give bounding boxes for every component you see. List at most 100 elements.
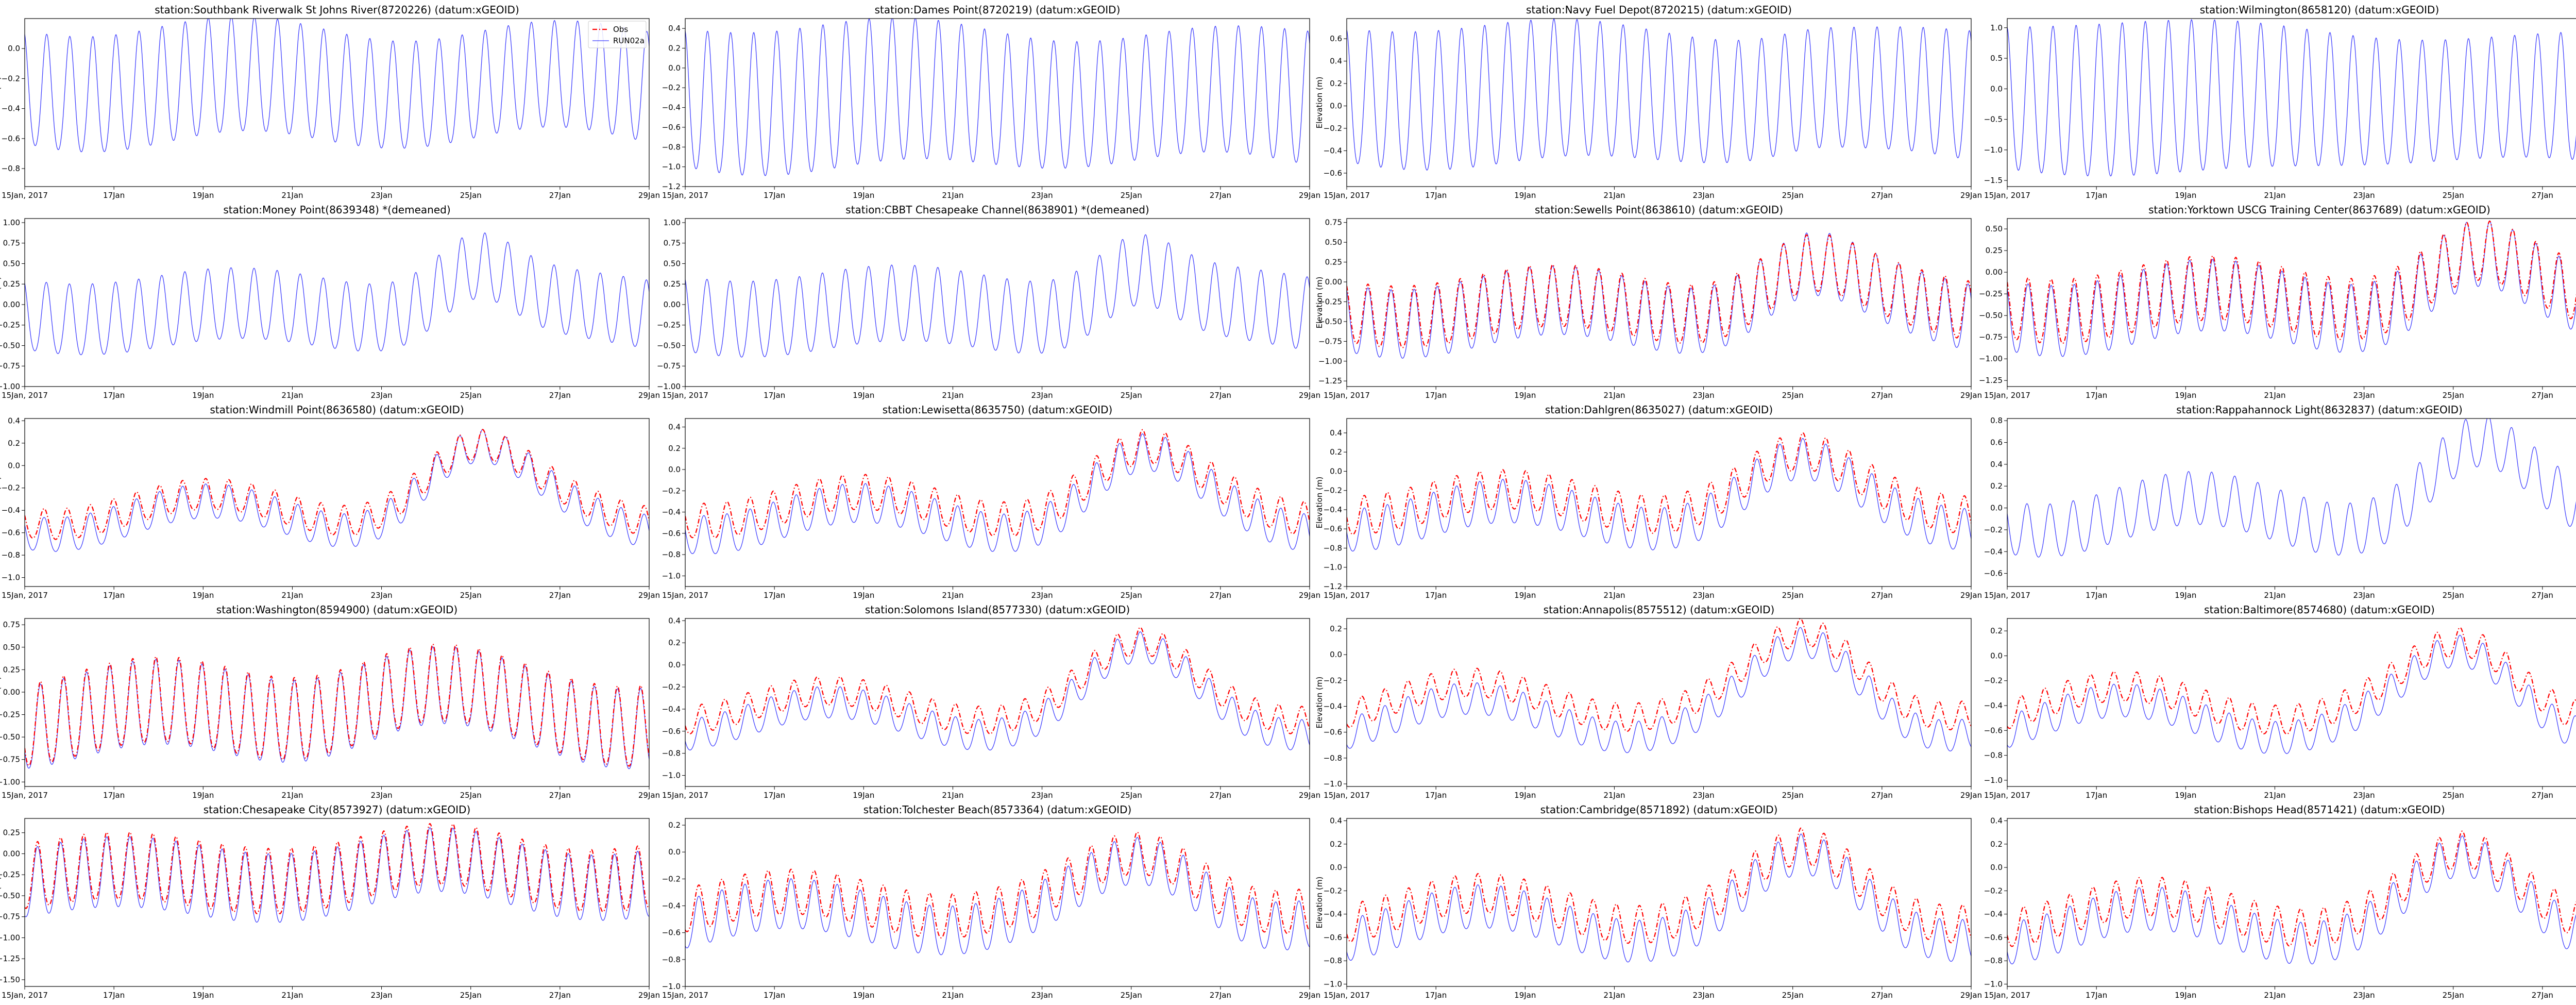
x-tick-label: 23Jan xyxy=(2353,191,2375,200)
y-tick-label: 0.50 xyxy=(664,259,681,268)
y-tick-label: −1.50 xyxy=(0,975,20,984)
plot-frame xyxy=(1346,218,1972,387)
x-tick-label: 21Jan xyxy=(281,391,303,400)
x-tick-label: 29Jan xyxy=(638,391,660,400)
panel-1: station:Southbank Riverwalk St Johns Riv… xyxy=(0,4,660,200)
y-tick-label: −0.6 xyxy=(662,727,681,736)
x-tick-label: 25Jan xyxy=(1121,191,1142,200)
y-tick-label: 0.25 xyxy=(3,279,20,289)
y-tick-label: 0.4 xyxy=(8,416,20,425)
x-tick-label: 29Jan xyxy=(1299,791,1320,800)
series-obs-line xyxy=(1347,432,1971,535)
x-tick-label: 25Jan xyxy=(460,591,482,600)
series-obs-line xyxy=(25,643,649,767)
y-tick-label: 0.2 xyxy=(1330,840,1342,849)
y-tick-label: −1.25 xyxy=(1318,376,1342,386)
x-tick-label: 15Jan, 2017 xyxy=(2,791,48,800)
y-tick-label: 0.25 xyxy=(1986,246,2003,255)
x-tick-label: 21Jan xyxy=(1603,391,1625,400)
y-tick-label: −0.25 xyxy=(0,710,20,719)
panel-12: station:Rappahannock Light(8632837) (dat… xyxy=(1984,404,2576,600)
x-tick-label: 15Jan, 2017 xyxy=(2,391,48,400)
series-obs-line xyxy=(685,627,1310,734)
x-tick-label: 15Jan, 2017 xyxy=(2,191,48,200)
series-model-line xyxy=(2007,220,2576,357)
legend-box xyxy=(588,21,647,48)
y-tick-label: 0.00 xyxy=(1986,267,2003,277)
x-tick-label: 17Jan xyxy=(1425,191,1447,200)
x-tick-label: 21Jan xyxy=(942,391,963,400)
series-model-line xyxy=(25,646,649,769)
x-tick-label: 25Jan xyxy=(2443,991,2464,1000)
y-tick-label: −1.0 xyxy=(662,982,681,991)
plot-frame xyxy=(24,418,650,587)
series-model-line xyxy=(1347,627,1971,753)
x-tick-label: 25Jan xyxy=(1782,191,1804,200)
series-model-line xyxy=(2007,634,2576,754)
y-axis-label: Elevation (m) xyxy=(1315,677,1324,729)
y-tick-label: 0.8 xyxy=(1990,416,2003,425)
x-tick-label: 15Jan, 2017 xyxy=(1984,991,2030,1000)
x-tick-label: 27Jan xyxy=(2532,591,2553,600)
plot-frame xyxy=(2007,818,2576,987)
y-tick-label: −0.2 xyxy=(1984,676,2003,685)
x-tick-label: 25Jan xyxy=(1782,591,1804,600)
y-tick-label: 0.4 xyxy=(1990,816,2003,826)
x-tick-label: 27Jan xyxy=(549,191,571,200)
x-tick-label: 21Jan xyxy=(281,591,303,600)
x-tick-label: 19Jan xyxy=(192,991,214,1000)
x-tick-label: 23Jan xyxy=(1692,791,1714,800)
y-tick-label: 0.4 xyxy=(1330,57,1342,66)
panel-title: station:Tolchester Beach(8573364) (datum… xyxy=(863,803,1132,816)
x-tick-label: 15Jan, 2017 xyxy=(2,991,48,1000)
series-obs-line xyxy=(1347,827,1971,944)
y-tick-label: −0.75 xyxy=(657,361,681,371)
x-tick-label: 19Jan xyxy=(2175,591,2196,600)
y-tick-label: −0.75 xyxy=(0,361,20,371)
x-tick-label: 25Jan xyxy=(460,991,482,1000)
x-tick-label: 19Jan xyxy=(1514,991,1536,1000)
y-tick-label: 0.0 xyxy=(1330,466,1342,476)
y-tick-label: −0.4 xyxy=(1984,701,2003,710)
panel-16: station:Baltimore(8574680) (datum:xGEOID… xyxy=(1984,604,2576,800)
series-obs-line xyxy=(685,831,1310,939)
x-tick-label: 15Jan, 2017 xyxy=(1984,191,2030,200)
series-model-line xyxy=(685,19,1310,176)
series-model-line xyxy=(685,631,1310,750)
x-tick-label: 19Jan xyxy=(1514,391,1536,400)
y-tick-label: 0.25 xyxy=(3,665,20,674)
panel-title: station:Money Point(8639348) *(demeaned) xyxy=(223,204,450,216)
x-tick-label: 23Jan xyxy=(370,191,392,200)
y-tick-label: 0.00 xyxy=(664,300,681,309)
y-tick-label: −0.8 xyxy=(662,749,681,758)
x-tick-label: 17Jan xyxy=(103,791,125,800)
panel-title: station:Chesapeake City(8573927) (datum:… xyxy=(204,803,471,816)
y-axis-label: Elevation (m) xyxy=(1315,77,1324,129)
y-tick-label: −1.0 xyxy=(662,571,681,580)
y-tick-label: −0.50 xyxy=(0,891,20,900)
x-tick-label: 15Jan, 2017 xyxy=(662,991,708,1000)
panel-title: station:Southbank Riverwalk St Johns Riv… xyxy=(155,4,519,16)
panel-title: station:Lewisetta(8635750) (datum:xGEOID… xyxy=(883,404,1113,416)
plot-frame xyxy=(685,218,1310,387)
x-tick-label: 15Jan, 2017 xyxy=(1324,191,1370,200)
panel-9: station:Windmill Point(8636580) (datum:x… xyxy=(0,404,660,600)
y-tick-label: 0.2 xyxy=(668,638,681,647)
y-tick-label: −0.4 xyxy=(1984,910,2003,919)
y-tick-label: −0.6 xyxy=(1324,524,1342,533)
series-obs-line xyxy=(2007,627,2576,735)
x-tick-label: 21Jan xyxy=(1603,191,1625,200)
y-tick-label: −0.2 xyxy=(1984,886,2003,895)
y-tick-label: 0.0 xyxy=(1330,863,1342,872)
x-tick-label: 21Jan xyxy=(2264,391,2285,400)
x-tick-label: 25Jan xyxy=(1121,591,1142,600)
y-tick-label: −1.0 xyxy=(1984,776,2003,785)
x-tick-label: 21Jan xyxy=(281,991,303,1000)
y-tick-label: −0.6 xyxy=(662,529,681,538)
panel-title: station:Windmill Point(8636580) (datum:x… xyxy=(210,404,464,416)
y-tick-label: 0.50 xyxy=(1986,224,2003,233)
x-tick-label: 17Jan xyxy=(103,191,125,200)
x-tick-label: 29Jan xyxy=(1299,591,1320,600)
y-tick-label: −0.2 xyxy=(1324,886,1342,895)
